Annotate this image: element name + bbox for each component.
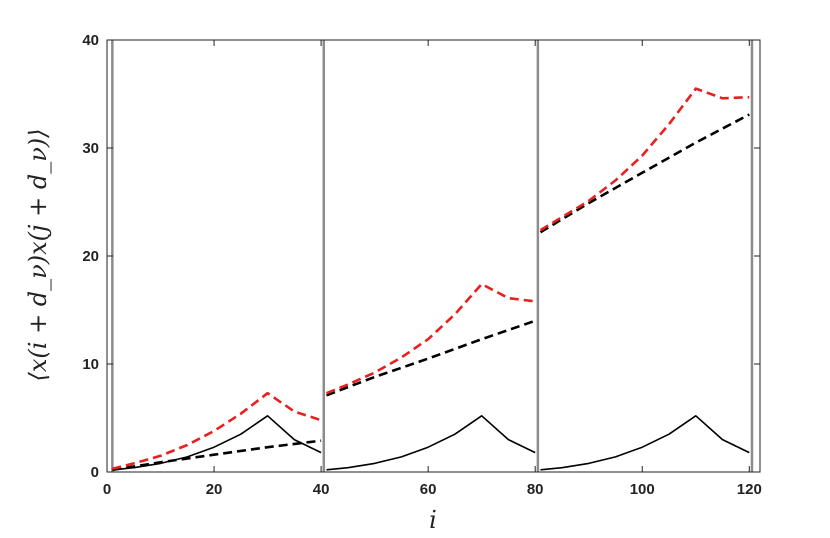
series-2-segment-0	[112, 391, 322, 471]
x-tick-label-4: 80	[527, 481, 544, 498]
x-axis-ticks: 0 20 40 60 80 100 120	[103, 40, 762, 498]
y-axis-ticks: 0 10 20 30 40	[82, 32, 760, 481]
y-axis-label: ⟨x(i + d_ν)x(j + d_ν)⟩	[24, 128, 52, 381]
x-tick-label-1: 20	[206, 481, 223, 498]
y-tick-label-0: 0	[91, 464, 99, 481]
x-tick-label-5: 100	[630, 481, 655, 498]
y-tick-label-2: 20	[82, 248, 99, 265]
x-tick-label-6: 120	[737, 481, 762, 498]
y-tick-label-4: 40	[82, 32, 99, 49]
series-1-segment-1	[326, 319, 536, 397]
series-1-segment-0	[112, 439, 322, 472]
series-0-segment-2	[540, 415, 750, 471]
x-tick-label-3: 60	[420, 481, 437, 498]
y-tick-label-1: 10	[82, 356, 99, 373]
series-2-segment-2	[539, 87, 750, 232]
series-lines	[112, 87, 750, 472]
x-tick-label-0: 0	[103, 481, 111, 498]
series-0-segment-1	[326, 415, 536, 471]
series-2-segment-1	[326, 282, 536, 395]
x-axis-label: i	[429, 506, 437, 534]
y-tick-label-3: 30	[82, 140, 99, 157]
plot-background	[107, 40, 760, 472]
series-1-segment-2	[539, 113, 750, 234]
x-tick-label-2: 40	[313, 481, 330, 498]
